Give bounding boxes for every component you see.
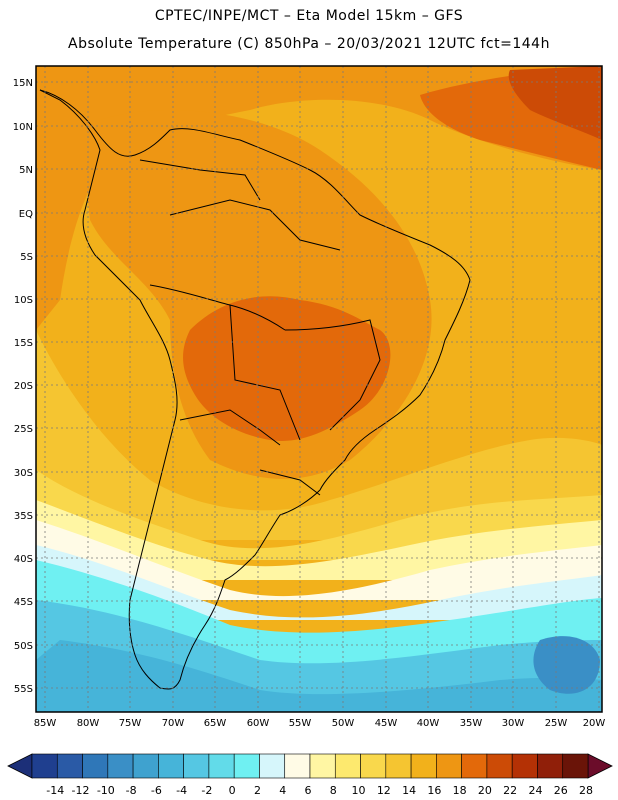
colorbar-swatch (537, 753, 564, 779)
colorbar-label: -14 (46, 784, 64, 797)
colorbar-swatch (31, 753, 58, 779)
map-frame (35, 65, 603, 713)
lon-label: 45W (375, 718, 398, 729)
colorbar-label: 16 (427, 784, 441, 797)
lat-label: 10S (14, 295, 33, 306)
colorbar-swatch (309, 753, 336, 779)
colorbar-left-arrow (7, 753, 33, 779)
colorbar-label: -10 (97, 784, 115, 797)
lon-label: 80W (77, 718, 100, 729)
colorbar-swatch (158, 753, 184, 779)
colorbar-swatch (284, 753, 311, 779)
lat-label: 10N (13, 122, 33, 133)
colorbar-swatch (562, 753, 589, 779)
colorbar-label: -6 (151, 784, 162, 797)
lat-label: 50S (14, 641, 33, 652)
colorbar-swatch (183, 753, 210, 779)
colorbar-swatch (208, 753, 235, 779)
lon-label: 35W (460, 718, 483, 729)
lat-label: 20S (14, 381, 33, 392)
colorbar-label: -12 (72, 784, 90, 797)
lat-label: 55S (14, 684, 33, 695)
colorbar-swatch (410, 753, 437, 779)
colorbar-label: 4 (279, 784, 286, 797)
latitude-labels: 15N 10N 5N EQ 5S 10S 15S 20S 25S 30S 35S… (13, 78, 33, 695)
chart-title-line-1: CPTEC/INPE/MCT – Eta Model 15km – GFS (154, 8, 464, 24)
colorbar-label: 20 (478, 784, 492, 797)
lat-label: 25S (14, 424, 33, 435)
colorbar-label: 8 (330, 784, 337, 797)
lon-label: 25W (545, 718, 568, 729)
lat-label: 15S (14, 338, 33, 349)
colorbar-swatch (132, 753, 159, 779)
colorbar-swatch (360, 753, 387, 779)
lon-label: 60W (247, 718, 270, 729)
colorbar-right-arrow (587, 753, 613, 779)
lon-label: 50W (332, 718, 355, 729)
lon-label: 40W (417, 718, 440, 729)
lon-label: 75W (119, 718, 142, 729)
colorbar-swatch (511, 753, 538, 779)
colorbar-label: 12 (377, 784, 391, 797)
longitude-labels: 85W 80W 75W 70W 65W 60W 55W 50W 45W 40W … (34, 718, 606, 729)
colorbar-label: 28 (579, 784, 593, 797)
colorbar-label: 18 (453, 784, 467, 797)
colorbar-label: -4 (176, 784, 187, 797)
colorbar-label: 6 (305, 784, 312, 797)
colorbar-swatch (259, 753, 286, 779)
lon-label: 65W (204, 718, 227, 729)
colorbar-swatch (385, 753, 412, 779)
lat-label: 5N (19, 165, 33, 176)
colorbar-label: 22 (503, 784, 517, 797)
colorbar-swatch (461, 753, 488, 779)
temperature-field (36, 66, 602, 712)
colorbar-swatch (107, 753, 134, 779)
colorbar-label: 10 (352, 784, 366, 797)
lat-label: 40S (14, 554, 33, 565)
colorbar-label: -8 (126, 784, 137, 797)
colorbar-label: -2 (201, 784, 212, 797)
chart-title-line-2: Absolute Temperature (C) 850hPa – 20/03/… (68, 36, 550, 52)
lat-label: 45S (14, 597, 33, 608)
lat-label: EQ (19, 209, 33, 220)
colorbar-swatch (233, 753, 260, 779)
lat-label: 5S (20, 252, 33, 263)
colorbar-label: 2 (254, 784, 261, 797)
colorbar-label: 14 (402, 784, 416, 797)
lat-label: 30S (14, 468, 33, 479)
graticule (36, 66, 602, 712)
colorbar-label: 24 (528, 784, 542, 797)
colorbar-label: 0 (229, 784, 236, 797)
colorbar-swatch (82, 753, 109, 779)
lon-label: 85W (34, 718, 57, 729)
lon-label: 20W (583, 718, 606, 729)
colorbar-swatch (486, 753, 513, 779)
colorbar: -14 -12 -10 -8 -6 -4 -2 0 2 4 6 8 10 12 14 16 18 20 22 24 26… (7, 753, 613, 797)
lat-label: 15N (13, 78, 33, 89)
colorbar-swatch (436, 753, 462, 779)
coastlines (39, 89, 471, 690)
lon-label: 30W (502, 718, 525, 729)
colorbar-swatch (56, 753, 83, 779)
lon-label: 55W (289, 718, 312, 729)
colorbar-label: 26 (554, 784, 568, 797)
lat-label: 35S (14, 511, 33, 522)
lon-label: 70W (162, 718, 185, 729)
colorbar-swatch (334, 753, 361, 779)
